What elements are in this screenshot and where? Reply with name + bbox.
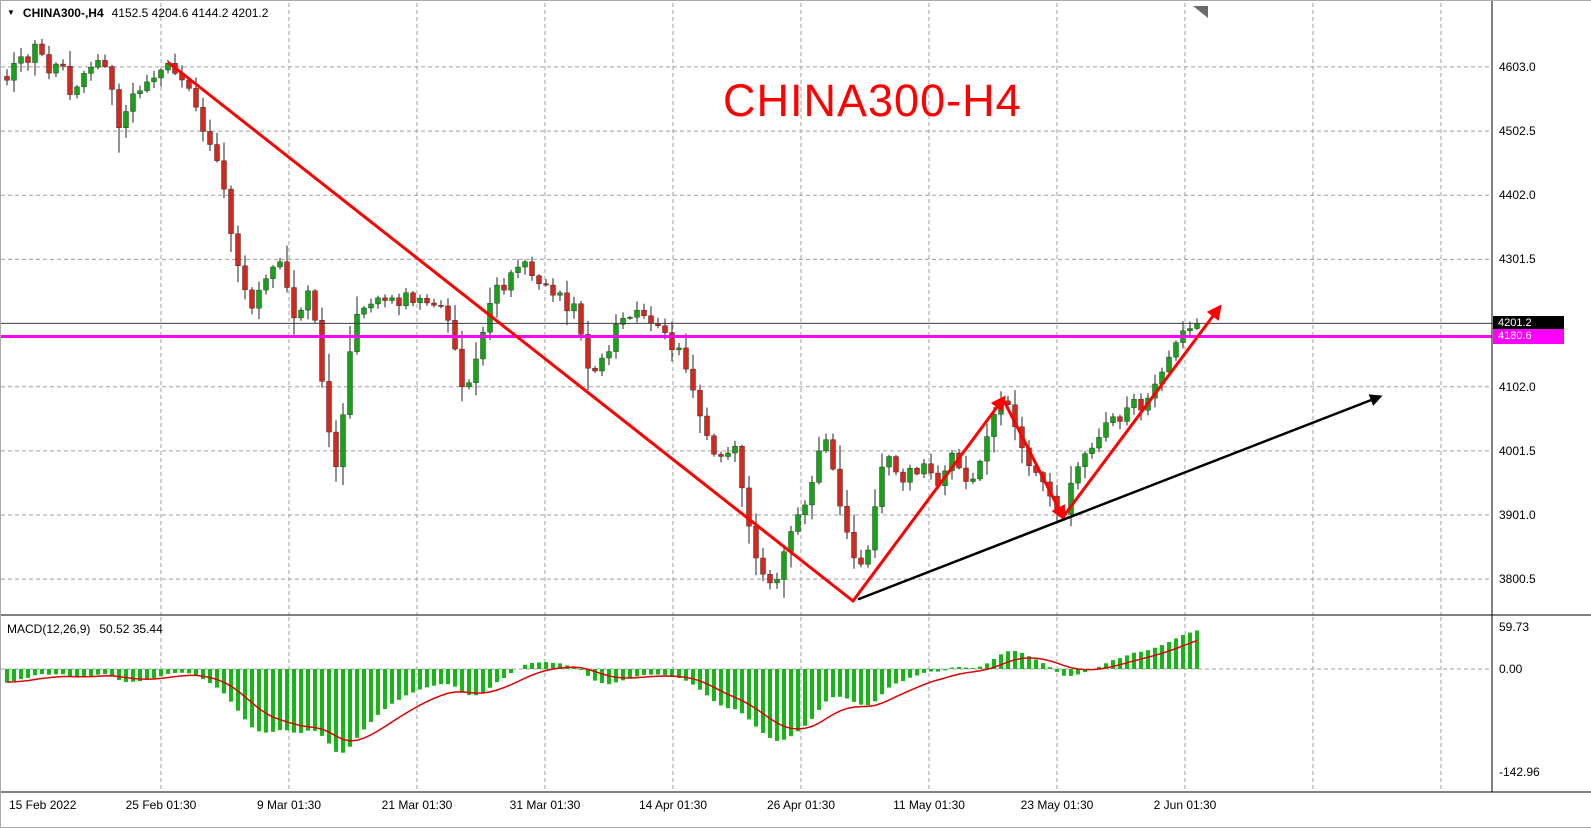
uptrend-support-arrow[interactable] [857,394,1383,601]
price-axis-label: 3800.5 [1499,572,1536,587]
price-badge: 4201.2 [1493,315,1564,331]
macd-name: MACD(12,26,9) [7,622,91,636]
time-axis-label: 9 Mar 01:30 [256,798,322,812]
up-impulse-arrow-2[interactable] [1061,304,1222,519]
macd-axis-label: 59.73 [1499,620,1530,635]
price-axis-label: 4001.5 [1499,443,1536,458]
price-axis-label: 4402.0 [1499,188,1536,203]
macd-axis-label: 0.00 [1499,662,1523,676]
macd-values: 50.52 35.44 [99,622,163,636]
symbol-ohlc-header[interactable]: ▼ CHINA300-,H4 4152.5 4204.6 4144.2 4201… [7,6,268,20]
symbol-dropdown-icon[interactable]: ▼ [7,8,15,17]
price-axis[interactable]: 4603.0 4502.5 4402.0 4301.5 4102.0 4001.5 3901… [1493,1,1591,792]
macd-signal-line [6,639,1198,742]
price-axis-label: 4301.5 [1499,252,1536,267]
time-axis-label: 26 Apr 01:30 [766,798,836,812]
time-axis-label: 14 Apr 01:30 [638,798,708,812]
price-axis-label: 4502.5 [1499,124,1536,139]
chart-title-overlay: CHINA300-H4 [723,75,1022,126]
time-axis-label: 11 May 01:30 [893,798,965,812]
time-axis-label: 23 May 01:30 [1020,798,1094,812]
macd-axis-label: -142.96 [1499,764,1540,779]
pullback-arrow[interactable] [1001,397,1066,522]
ohlc-values: 4152.5 4204.6 4144.2 4201.2 [111,6,269,20]
downtrend-line[interactable] [167,61,855,603]
price-axis-label: 4102.0 [1499,379,1536,394]
price-badge: 4180.6 [1493,329,1564,345]
time-axis[interactable]: 15 Feb 2022 25 Feb 01:30 9 Mar 01:30 21 Mar… [1,793,1591,827]
price-axis-label: 3901.0 [1499,508,1536,523]
symbol-name: CHINA300-,H4 [22,6,104,20]
price-axis-label: 4603.0 [1499,59,1536,74]
time-axis-label: 21 Mar 01:30 [381,798,453,812]
time-axis-label: 2 Jun 01:30 [1153,798,1217,812]
chart-shift-marker[interactable] [1193,6,1208,18]
time-axis-label: 31 Mar 01:30 [509,798,581,812]
macd-histogram [5,630,1199,753]
time-axis-label: 25 Feb 01:30 [125,798,197,812]
up-impulse-arrow-1[interactable] [851,395,1006,603]
time-axis-label: 15 Feb 2022 [9,798,77,812]
macd-indicator-label: MACD(12,26,9) 50.52 35.44 [7,622,163,636]
